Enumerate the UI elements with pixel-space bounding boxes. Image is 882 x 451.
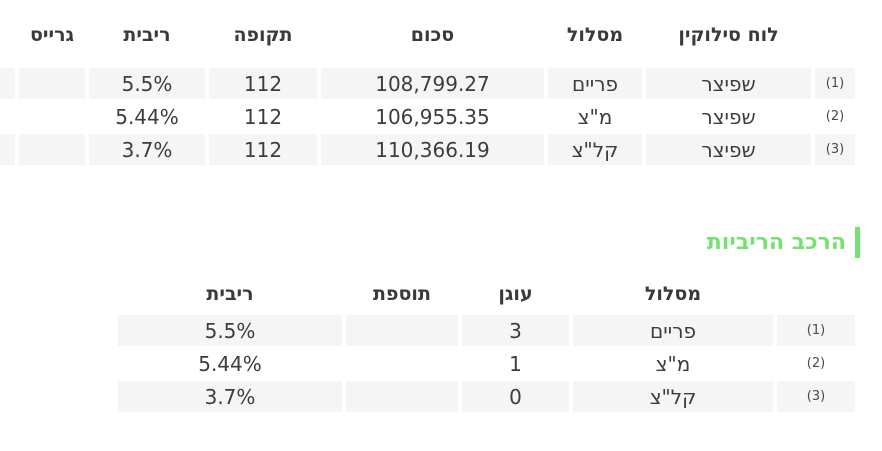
cell-track: מ"צ [577,104,613,129]
cell-grace [19,68,85,99]
cell-amount: 110,366.19 [321,134,544,165]
header-row-number [815,8,855,66]
interest-composition-table: מסלול עוגן תוספת ריבית (1) פריים 3 5.5% … [114,273,859,414]
cell-track: פריים [573,315,773,346]
cell-interest: 3.7% [89,134,205,165]
rates-header-row: מסלול עוגן תוספת ריבית [118,275,855,313]
cell-track: פריים [548,68,642,99]
header-clipped-column [0,8,15,66]
cell-row-number: (2) [825,109,845,124]
cell-schedule: שפיצר [646,134,811,165]
cell-addition [346,315,458,346]
header-amortization-schedule: לוח סילוקין [678,24,779,46]
table-row: (2) מ"צ 1 5.44% [118,348,855,379]
cell-anchor: 3 [462,315,569,346]
table-row: (1) שפיצר פריים 108,799.27 112 5.5% [0,68,855,99]
cell-anchor: 0 [462,381,569,412]
cell-track: קל"צ [548,134,642,165]
cell-period: 112 [209,134,317,165]
cell-track: מ"צ [655,351,691,376]
cell-row-number: (2) [806,356,826,371]
cell-track: קל"צ [573,381,773,412]
header-interest: ריבית [206,283,254,305]
table-row: (1) פריים 3 5.5% [118,315,855,346]
cell-amount: 106,955.35 [375,104,490,129]
header-anchor: עוגן [498,283,533,305]
header-grace: גרייס [29,24,75,46]
cell-interest: 5.5% [118,315,342,346]
cell-interest: 5.44% [198,351,262,376]
cell-clipped [0,68,15,99]
cell-row-number: (3) [777,381,855,412]
cell-interest: 5.44% [115,104,179,129]
cell-schedule: שפיצר [701,104,756,129]
header-period: תקופה [233,24,293,46]
header-addition: תוספת [373,283,431,305]
cell-addition [346,348,458,379]
amortization-table: לוח סילוקין מסלול סכום תקופה ריבית גרייס… [0,6,859,167]
table-row: (3) קל"צ 0 3.7% [118,381,855,412]
cell-clipped [0,101,15,132]
cell-addition [346,381,458,412]
table-row: (3) שפיצר קל"צ 110,366.19 112 3.7% [0,134,855,165]
cell-grace [19,134,85,165]
cell-anchor: 1 [509,351,522,376]
cell-row-number: (1) [815,68,855,99]
cell-period: 112 [209,68,317,99]
cell-period: 112 [243,104,283,129]
cell-clipped [0,134,15,165]
cell-amount: 108,799.27 [321,68,544,99]
header-amount: סכום [410,24,455,46]
cell-grace [19,101,85,132]
header-track: מסלול [644,283,702,305]
header-track: מסלול [566,24,624,46]
cell-interest: 5.5% [89,68,205,99]
amortization-header-row: לוח סילוקין מסלול סכום תקופה ריבית גרייס [0,8,855,66]
cell-interest: 3.7% [118,381,342,412]
cell-row-number: (3) [815,134,855,165]
header-row-number [777,275,855,313]
cell-schedule: שפיצר [646,68,811,99]
rates-section-title: הרכב הריביות [707,227,860,258]
cell-row-number: (1) [777,315,855,346]
header-interest: ריבית [123,24,171,46]
table-row: (2) שפיצר מ"צ 106,955.35 112 5.44% [0,101,855,132]
